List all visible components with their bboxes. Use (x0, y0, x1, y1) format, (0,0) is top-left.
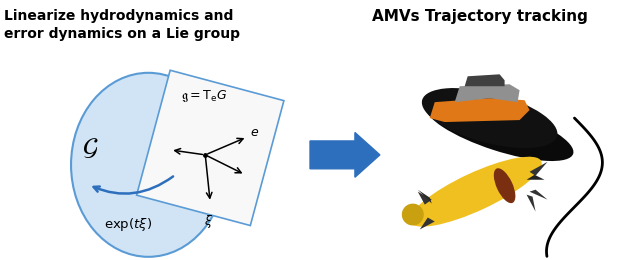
Polygon shape (418, 190, 432, 204)
Ellipse shape (494, 168, 515, 203)
FancyArrow shape (310, 133, 380, 177)
Polygon shape (136, 70, 284, 225)
Polygon shape (420, 218, 435, 230)
Ellipse shape (422, 88, 557, 148)
Ellipse shape (71, 73, 226, 257)
Text: $\mathcal{G}$: $\mathcal{G}$ (83, 136, 99, 160)
Polygon shape (418, 192, 432, 205)
Polygon shape (529, 162, 547, 176)
Polygon shape (527, 195, 536, 212)
Text: AMVs Trajectory tracking: AMVs Trajectory tracking (372, 9, 588, 24)
Polygon shape (430, 98, 529, 122)
Text: $\exp(t\xi)$: $\exp(t\xi)$ (104, 216, 152, 233)
Text: error dynamics on a Lie group: error dynamics on a Lie group (4, 27, 240, 41)
Text: e: e (250, 126, 258, 139)
Polygon shape (465, 74, 504, 86)
Text: $\xi$: $\xi$ (204, 213, 212, 230)
Ellipse shape (426, 99, 573, 161)
Polygon shape (529, 190, 547, 200)
Text: $\mathfrak{g} = \mathrm{T_e}G$: $\mathfrak{g} = \mathrm{T_e}G$ (181, 88, 227, 104)
Ellipse shape (402, 204, 424, 225)
Ellipse shape (410, 157, 541, 227)
Polygon shape (527, 175, 545, 180)
Text: Linearize hydrodynamics and: Linearize hydrodynamics and (4, 9, 233, 23)
Polygon shape (454, 84, 520, 102)
